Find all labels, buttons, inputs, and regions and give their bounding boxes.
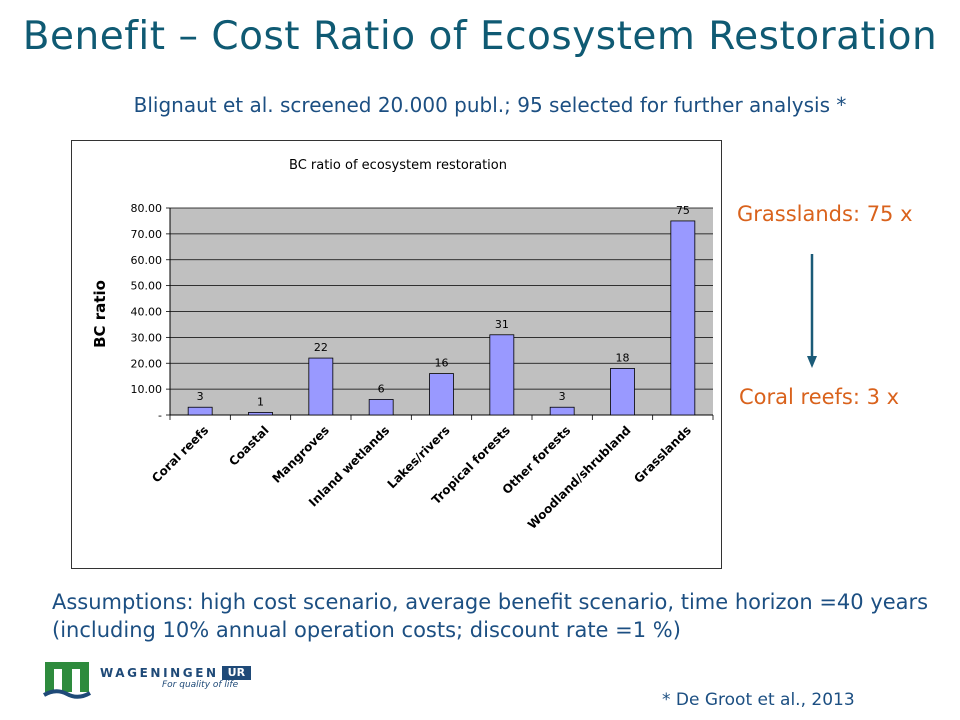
x-tick-label: Woodland/shrubland xyxy=(525,423,634,532)
bar xyxy=(549,406,575,416)
y-axis-label: BC ratio xyxy=(91,280,109,348)
y-tick-label: 10.00 xyxy=(131,383,163,396)
data-label: 16 xyxy=(435,357,449,370)
x-tick-label: Grasslands xyxy=(631,423,694,486)
data-label: 75 xyxy=(676,204,690,217)
logo-suffix: UR xyxy=(221,666,252,680)
bar xyxy=(368,399,394,416)
y-tick-label: 70.00 xyxy=(131,228,163,241)
x-tick-label: Lakes/rivers xyxy=(385,423,453,491)
bar xyxy=(489,334,515,416)
slide-title: Benefit – Cost Ratio of Ecosystem Restor… xyxy=(22,14,938,59)
assumptions-text: Assumptions: high cost scenario, average… xyxy=(52,590,929,642)
bar xyxy=(670,220,696,416)
bar xyxy=(248,412,273,416)
data-label: 1 xyxy=(257,395,264,408)
data-label: 3 xyxy=(197,390,204,403)
bar xyxy=(187,406,213,416)
bar xyxy=(308,357,334,416)
data-label: 22 xyxy=(314,341,328,354)
y-tick-label: 20.00 xyxy=(131,357,163,370)
data-label: 18 xyxy=(616,351,630,364)
y-tick-label: 60.00 xyxy=(131,254,163,267)
data-label: 31 xyxy=(495,318,509,331)
y-tick-label: - xyxy=(158,409,162,422)
bar xyxy=(610,368,635,416)
x-tick-label: Mangroves xyxy=(269,423,332,486)
chart-svg: BC ratio of ecosystem restoration BC rat… xyxy=(91,158,714,532)
logo-name: WAGENINGEN xyxy=(100,666,219,680)
wageningen-ur-logo: WAGENINGEN UR For quality of life xyxy=(42,660,302,702)
bar-chart: BC ratio of ecosystem restoration BC rat… xyxy=(71,140,722,569)
y-tick-label: 40.00 xyxy=(131,306,163,319)
plot-area: - 10.00 20.00 30.00 40.00 50.00 60.00 70.00 80.0… xyxy=(131,202,714,532)
x-tick-label: Coral reefs xyxy=(149,423,211,485)
y-tick-label: 50.00 xyxy=(131,280,163,293)
logo-wordmark: WAGENINGEN UR xyxy=(100,665,252,681)
citation: * De Groot et al., 2013 xyxy=(662,690,855,710)
logo-tagline: For quality of life xyxy=(162,680,239,690)
chart-title: BC ratio of ecosystem restoration xyxy=(289,158,507,173)
bar xyxy=(429,373,454,416)
x-tick-label: Coastal xyxy=(226,423,271,468)
data-label: 3 xyxy=(559,390,566,403)
callout-coral-reefs: Coral reefs: 3 x xyxy=(739,385,900,409)
university-emblem-icon xyxy=(42,662,92,699)
data-label: 6 xyxy=(378,382,385,395)
y-tick-label: 30.00 xyxy=(131,331,163,344)
callout-grasslands: Grasslands: 75 x xyxy=(737,202,913,226)
y-tick-label: 80.00 xyxy=(131,202,163,215)
down-arrow-icon xyxy=(807,254,817,368)
slide-subtitle: Blignaut et al. screened 20.000 publ.; 9… xyxy=(133,93,847,117)
